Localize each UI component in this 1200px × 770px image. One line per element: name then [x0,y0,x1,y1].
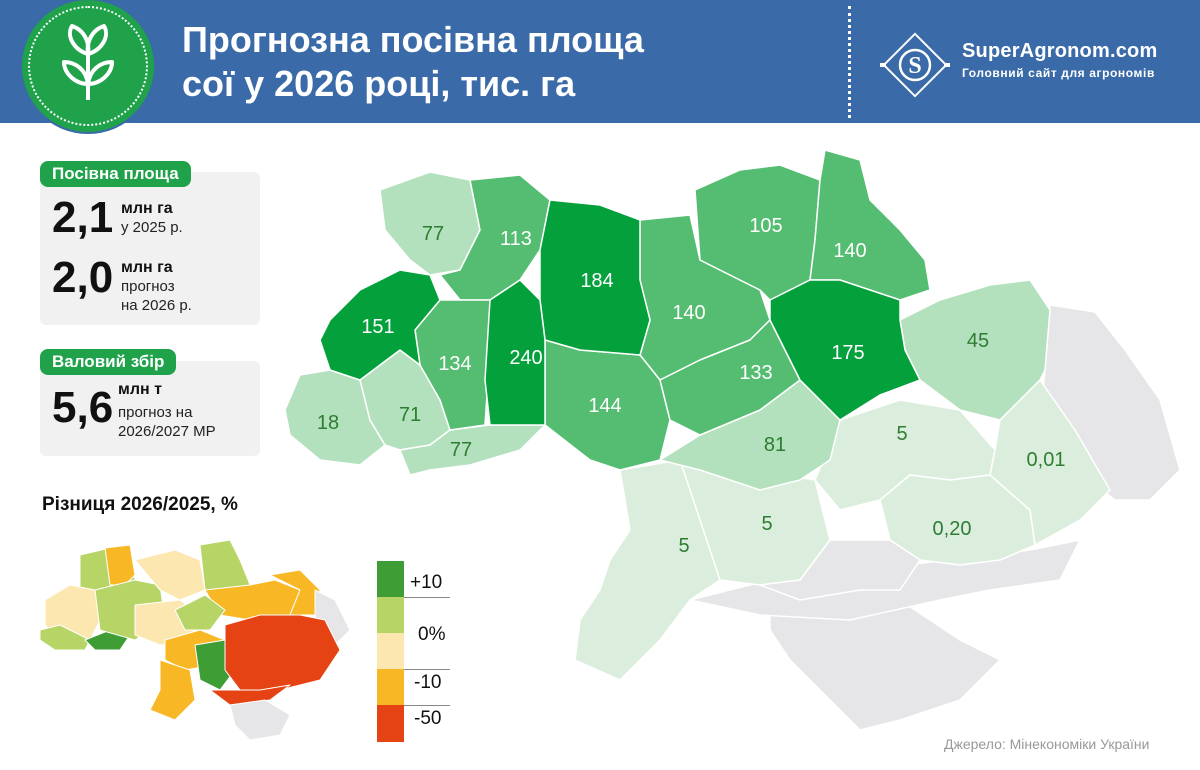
area-2025-note: у 2025 р. [121,219,183,236]
title-line-1: Прогнозна посівна площа [182,19,644,60]
region-value-dnipropetrovsk: 5 [896,423,907,445]
region-donetsk [989,379,1111,546]
region-value-zaporizhzhia: 0,20 [933,518,972,540]
harvest-note-2: 2026/2027 МР [118,423,216,440]
source-note: Джерело: Мінекономіки України [944,736,1150,752]
area-2025-value: 2,1 [52,193,114,242]
region-value-poltava: 175 [831,342,864,364]
legend-swatch-plus10 [377,561,404,597]
region-zhytomyr [539,199,651,356]
region-value-vinnytsia: 144 [588,395,621,417]
brand-name[interactable]: SuperAgronom.com [962,40,1158,62]
area-2026-unit: млн га [121,259,173,276]
harvest-unit: млн т [118,381,162,398]
legend-swatch-minus50 [377,705,404,742]
brand-tagline: Головний сайт для агрономів [962,66,1155,80]
region-value-ivano-frankivsk: 71 [399,404,421,426]
region-value-donetsk: 0,01 [1027,449,1066,471]
area-2026-value: 2,0 [52,253,114,302]
title-line-2: сої у 2026 році, тис. га [182,63,576,104]
harvest-value: 5,6 [52,383,114,432]
sown-area-label: Посівна площа [40,161,191,187]
region-khmelnytskyi [484,279,546,426]
region-value-khmelnytskyi: 240 [509,347,542,369]
region-value-rivne: 113 [500,228,532,250]
region-value-zakarpattia: 18 [317,412,339,434]
region-value-chernihiv: 105 [749,215,782,237]
area-2026-note-2: на 2026 р. [121,297,192,314]
sown-area-card [40,172,260,325]
region-value-volyn: 77 [422,223,444,245]
header-banner [0,0,1200,123]
legend-swatch-minus10 [377,669,404,705]
header-divider [848,6,851,118]
harvest-note-1: прогноз на [118,404,193,421]
area-2025-unit: млн га [121,200,173,217]
region-value-odesa: 5 [678,535,689,557]
region-lviv [319,269,441,381]
area-2026-note-1: прогноз [121,278,175,295]
region-value-kirovohrad: 81 [764,434,786,456]
sprout-logo [22,0,154,132]
region-sumy [809,149,931,301]
superagronom-logo-icon: S [880,32,950,98]
legend-swatch-zero-neg [377,633,404,669]
legend-divider [404,705,450,706]
region-kherson [759,539,921,601]
legend-divider [404,597,450,598]
region-value-mykolaiv: 5 [761,513,772,535]
svg-text:S: S [908,53,921,79]
region-value-chernivtsi: 77 [450,439,472,461]
region-value-ternopil: 134 [438,353,471,375]
legend-swatch-zero [377,597,404,633]
legend-divider [404,669,450,670]
region-value-lviv: 151 [361,316,394,338]
page-title: Прогнозна посівна площа сої у 2026 році,… [182,18,644,106]
legend-label-minus50: -50 [414,708,442,729]
region-value-sumy: 140 [833,240,866,262]
legend-label-minus10: -10 [414,672,442,693]
region-value-cherkasy: 133 [739,362,772,384]
region-chernivtsi [399,424,546,476]
region-value-kharkiv: 45 [967,330,989,352]
harvest-label: Валовий збір [40,349,177,375]
region-value-kyiv: 140 [672,302,705,324]
legend-label-zero: 0% [418,624,446,645]
region-poltava [769,279,921,421]
region-value-zhytomyr: 184 [580,270,613,292]
harvest-card [40,361,260,456]
difference-title: Різниця 2026/2025, % [42,494,238,515]
legend-label-plus10: +10 [410,572,443,593]
